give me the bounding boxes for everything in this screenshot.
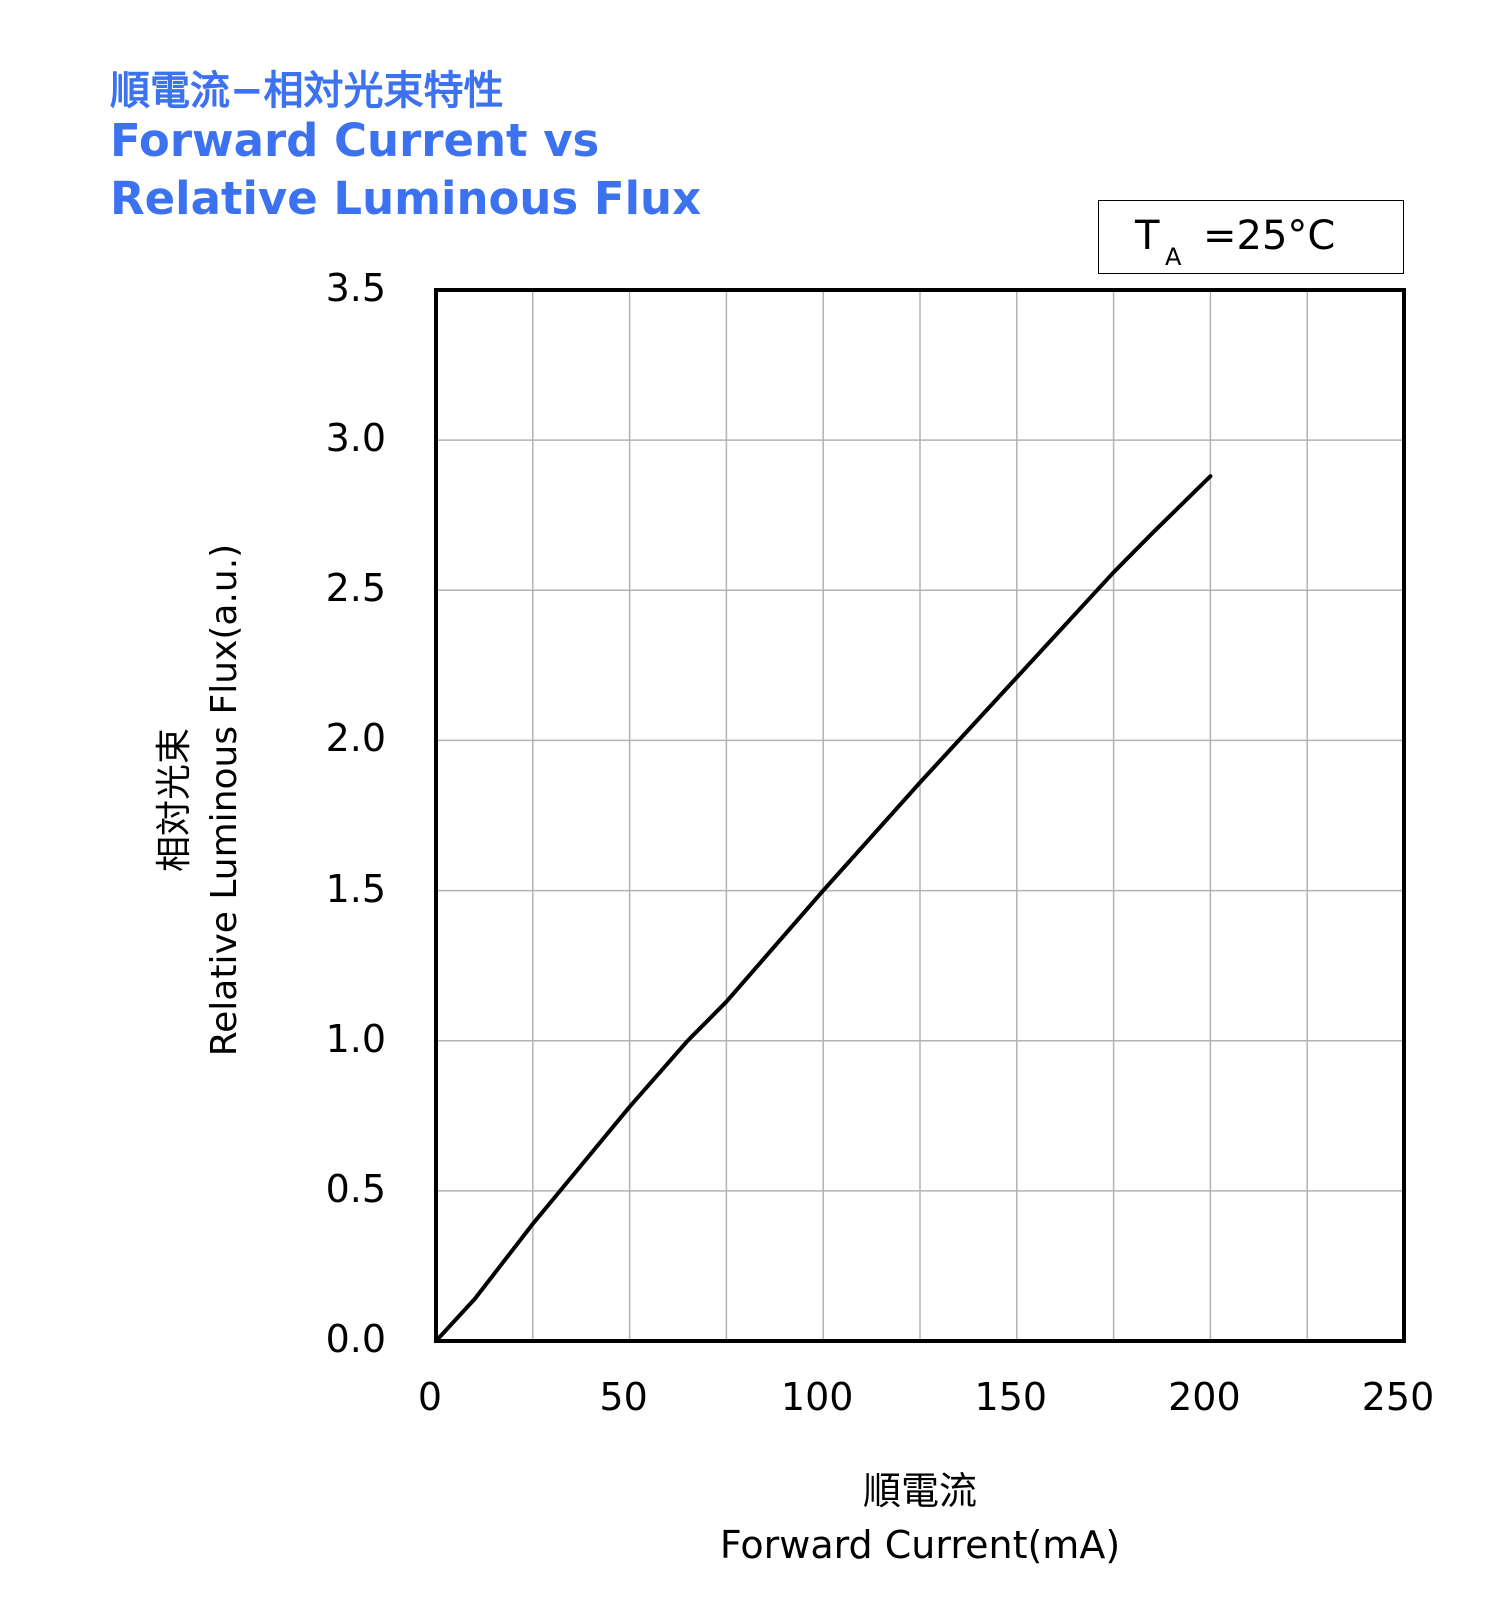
chart-title-japanese: 順電流−相対光束特性 xyxy=(110,68,504,114)
x-tick-label: 200 xyxy=(1168,1375,1241,1419)
x-axis-label-english: Forward Current(mA) xyxy=(719,1523,1121,1567)
x-axis-label: 順電流 Forward Current(mA) xyxy=(640,1464,1200,1572)
y-axis-label-english: Relative Luminous Flux(a.u.) xyxy=(204,543,245,1057)
x-axis-label-japanese: 順電流 xyxy=(862,1469,977,1513)
series-group xyxy=(434,474,1213,1343)
x-tick-label: 250 xyxy=(1361,1375,1435,1419)
y-axis-label-japanese: 相対光束 xyxy=(154,727,195,873)
y-axis-label: 相対光束 Relative Luminous Flux(a.u.) xyxy=(150,500,250,1100)
x-tick-label: 100 xyxy=(780,1375,854,1419)
y-tick-label: 1.0 xyxy=(325,1016,386,1061)
gridlines xyxy=(436,290,1404,1341)
plot-frame xyxy=(434,288,1406,1343)
y-tick-label: 2.0 xyxy=(325,716,386,761)
series-line-1 xyxy=(434,474,1213,1343)
y-tick-label: 2.5 xyxy=(325,566,386,611)
condition-box: T A =25°C xyxy=(1098,200,1404,274)
y-tick-label: 3.0 xyxy=(325,416,386,461)
x-tick-label: 150 xyxy=(974,1375,1048,1419)
y-tick-label: 0.0 xyxy=(325,1317,386,1361)
chart-title-english-line1: Forward Current vs xyxy=(110,114,600,167)
y-tick-label: 3.5 xyxy=(325,266,386,310)
y-tick-label: 1.5 xyxy=(325,866,386,911)
chart-title-english-line2: Relative Luminous Flux xyxy=(110,172,702,225)
condition-subscript: A xyxy=(1165,243,1182,271)
y-tick-label: 0.5 xyxy=(325,1166,386,1211)
condition-value: =25°C xyxy=(1203,213,1336,259)
condition-symbol: T xyxy=(1135,213,1160,259)
x-tick-label: 0 xyxy=(417,1375,443,1419)
x-tick-label: 50 xyxy=(599,1375,648,1419)
